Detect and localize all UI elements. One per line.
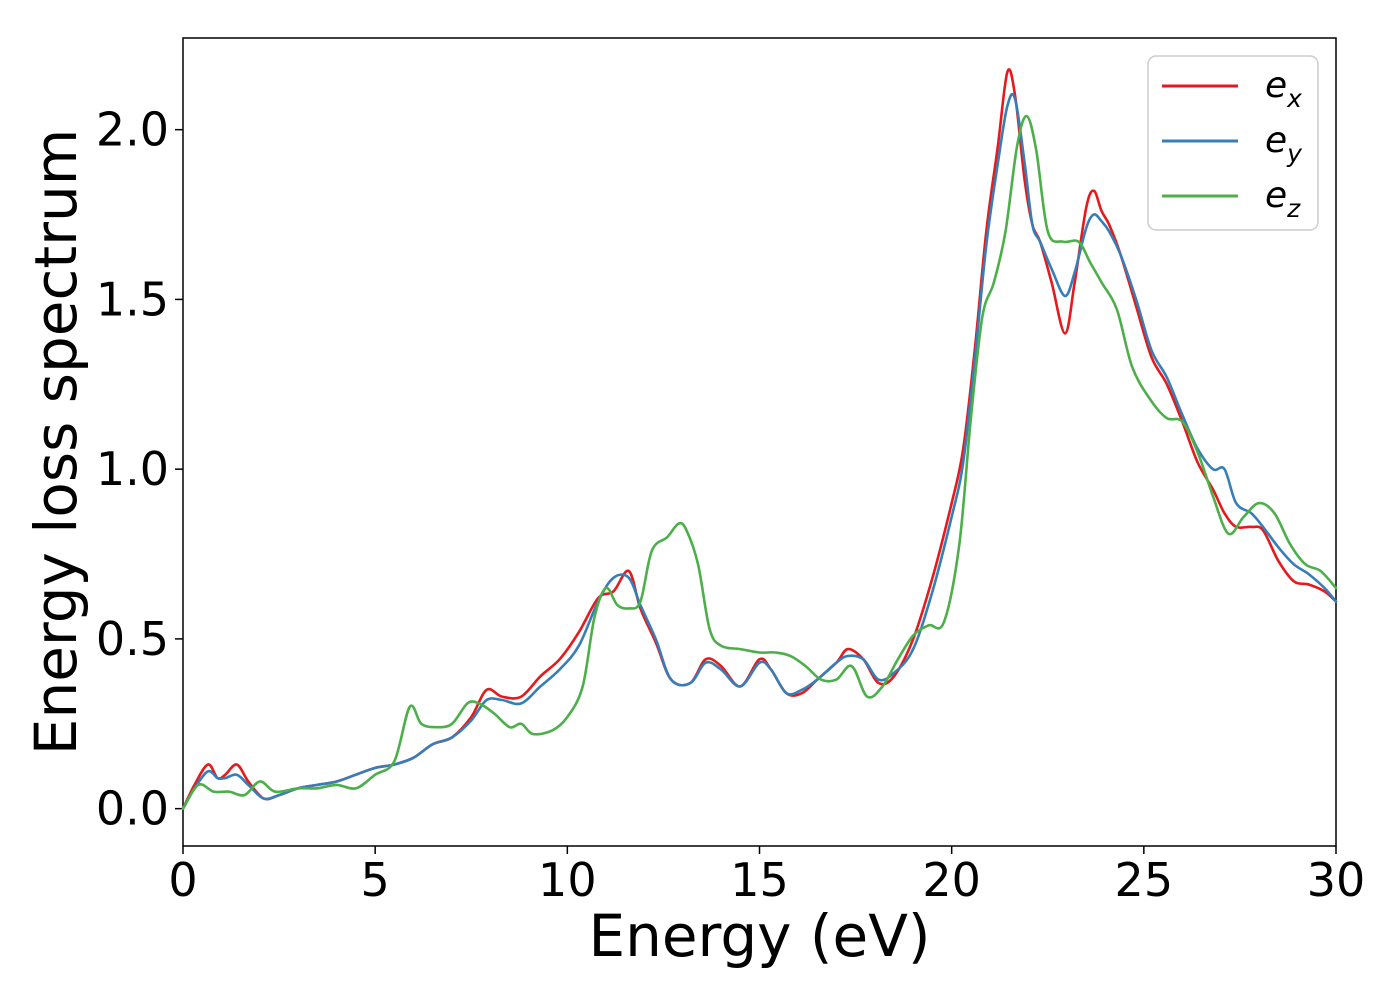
legend-label-base: e xyxy=(1265,65,1287,106)
x-tick-label: 15 xyxy=(730,853,789,907)
legend-label-subscript: z xyxy=(1286,194,1301,223)
series-lines xyxy=(181,68,1338,810)
y-tick-label: 0.0 xyxy=(96,782,169,836)
y-axis: 0.0 0.5 1.0 1.5 2.0 xyxy=(96,103,183,836)
x-axis: 0 5 10 15 20 25 30 xyxy=(168,846,1365,907)
x-tick-label: 20 xyxy=(922,853,981,907)
x-tick-label: 25 xyxy=(1115,853,1174,907)
x-tick-label: 30 xyxy=(1307,853,1366,907)
y-tick-label: 0.5 xyxy=(96,612,169,666)
series-line-y xyxy=(181,92,1338,810)
x-tick-label: 10 xyxy=(538,853,597,907)
x-tick-label: 5 xyxy=(361,853,390,907)
legend-label-z: ez xyxy=(1265,175,1301,223)
y-tick-label: 1.0 xyxy=(96,442,169,496)
legend-label-subscript: x xyxy=(1286,84,1302,113)
y-tick-label: 1.5 xyxy=(96,272,169,326)
y-axis-title: Energy loss spectrum xyxy=(22,129,90,755)
legend-label-y: ey xyxy=(1265,120,1303,168)
legend-box xyxy=(1147,55,1319,231)
legend-label-base: e xyxy=(1265,175,1287,216)
legend-label-subscript: y xyxy=(1286,139,1303,168)
legend-label-base: e xyxy=(1265,120,1287,161)
x-tick-label: 0 xyxy=(168,853,197,907)
y-tick-label: 2.0 xyxy=(96,103,169,157)
legend-label-x: ex xyxy=(1265,65,1302,113)
x-axis-title: Energy (eV) xyxy=(588,902,930,970)
series-line-z xyxy=(181,114,1338,810)
